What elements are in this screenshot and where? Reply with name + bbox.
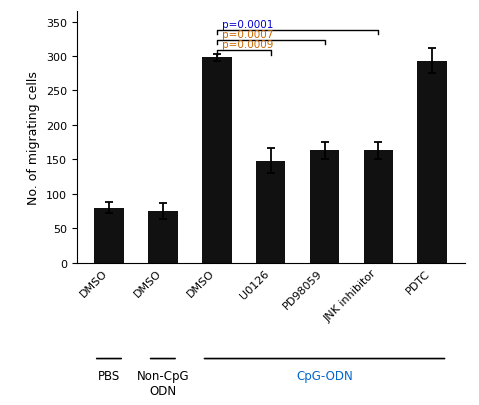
Text: Non-CpG
ODN: Non-CpG ODN — [137, 369, 189, 396]
Bar — [256, 162, 285, 263]
Bar — [418, 62, 447, 263]
Bar — [310, 151, 339, 263]
Bar — [148, 212, 178, 263]
Bar — [364, 151, 393, 263]
Bar — [94, 208, 124, 263]
Text: PBS: PBS — [98, 369, 120, 382]
Text: p=0.0007: p=0.0007 — [222, 30, 274, 40]
Text: CpG-ODN: CpG-ODN — [296, 369, 353, 382]
Y-axis label: No. of migrating cells: No. of migrating cells — [27, 71, 40, 205]
Text: p=0.0009: p=0.0009 — [222, 40, 274, 50]
Bar — [202, 58, 231, 263]
Text: p=0.0001: p=0.0001 — [222, 20, 274, 30]
